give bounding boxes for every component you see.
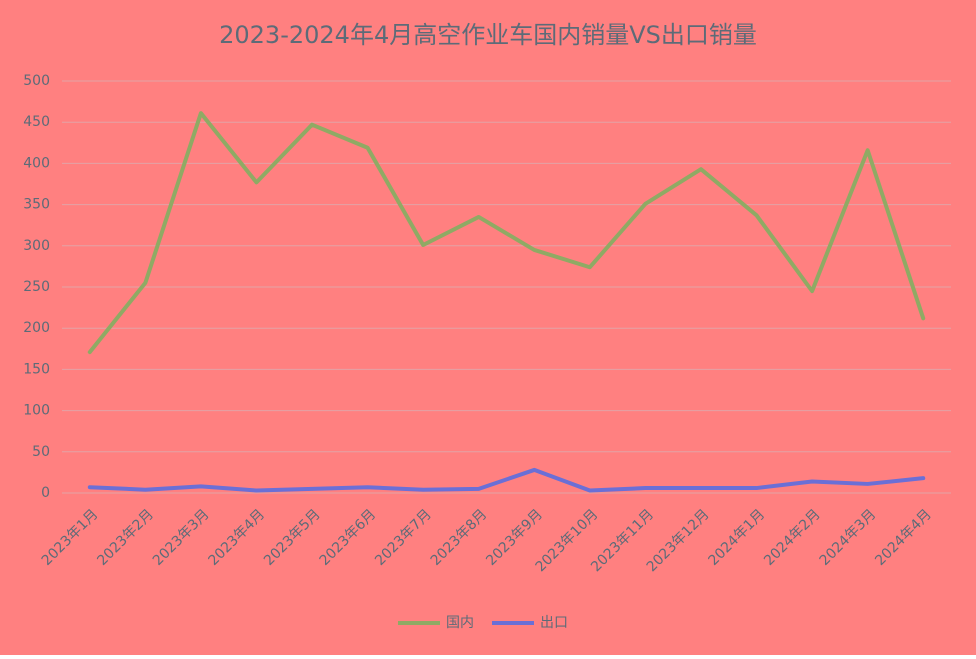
series-line <box>87 467 926 493</box>
y-tick-label: 200 <box>23 320 50 336</box>
y-tick-label: 400 <box>23 155 50 171</box>
y-tick-label: 150 <box>23 361 50 377</box>
legend-label: 出口 <box>540 615 568 631</box>
y-tick-label: 500 <box>23 73 50 89</box>
y-tick-label: 0 <box>41 485 50 501</box>
y-tick-label: 50 <box>32 444 50 460</box>
chart-title: 2023-2024年4月高空作业车国内销量VS出口销量 <box>219 21 757 49</box>
y-tick-label: 100 <box>23 403 50 419</box>
y-tick-label: 350 <box>23 197 50 213</box>
y-tick-label: 250 <box>23 279 50 295</box>
y-tick-label: 300 <box>23 238 50 254</box>
legend-label: 国内 <box>446 615 474 631</box>
series-line <box>87 111 926 355</box>
y-tick-label: 450 <box>23 114 50 130</box>
